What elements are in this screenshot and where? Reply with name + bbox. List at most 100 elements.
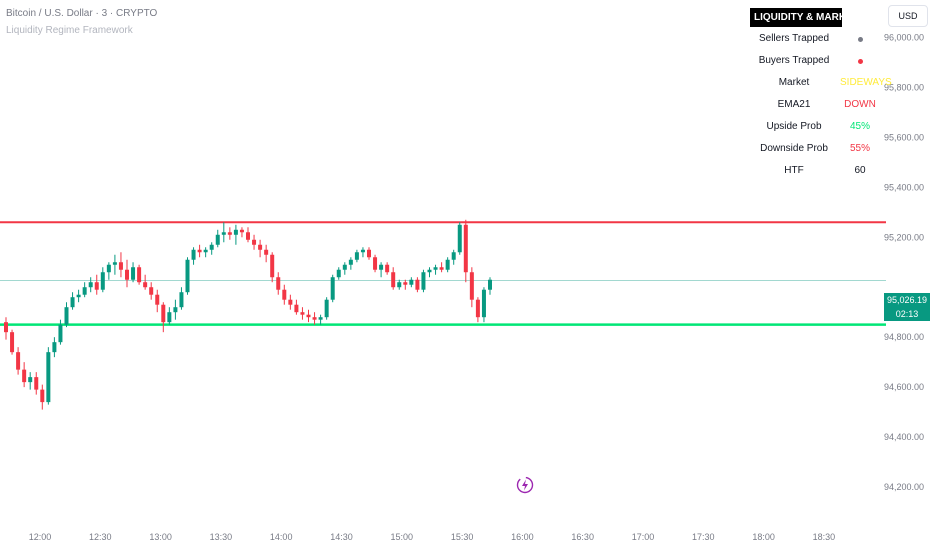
candle-body (330, 277, 335, 300)
candle-body (131, 267, 136, 280)
x-tick-label: 13:00 (149, 532, 172, 542)
candle-body (348, 259, 353, 265)
candle-body (125, 269, 129, 280)
candle-body (403, 282, 408, 285)
buyers-trapped-dot-icon (858, 59, 863, 64)
x-tick-label: 13:30 (210, 532, 233, 542)
lightning-logo-icon[interactable] (516, 476, 534, 494)
candle-body (433, 267, 438, 270)
candle-body (173, 307, 178, 313)
candle-body (94, 282, 99, 290)
table-row: Market SIDEWAYS (748, 71, 892, 93)
table-row: Downside Prob 55% (748, 137, 880, 159)
x-tick-label: 15:00 (391, 532, 414, 542)
candle-body (82, 287, 87, 295)
downside-prob-value: 55% (849, 143, 870, 154)
last-price-tag: 95,026.19 02:13 (884, 293, 930, 321)
upside-prob-label: Upside Prob (766, 121, 822, 132)
candle-body (439, 267, 444, 270)
candle-body (300, 312, 305, 315)
x-tick-label: 16:00 (511, 532, 534, 542)
candle-body (475, 299, 480, 318)
candle-body (481, 289, 486, 318)
candle-body (143, 282, 148, 288)
x-tick-label: 18:30 (813, 532, 836, 542)
candle-body (118, 262, 123, 270)
candle-body (276, 277, 281, 290)
candle-body (16, 352, 21, 370)
candle-body (167, 312, 172, 323)
candle-body (22, 369, 27, 383)
x-tick-label: 15:30 (451, 532, 474, 542)
y-tick-label: 94,600.00 (884, 382, 924, 392)
indicator-name[interactable]: Liquidity Regime Framework (6, 25, 133, 36)
candle-body (106, 264, 111, 273)
candle-body (221, 232, 226, 235)
last-price-value: 95,026.19 (886, 295, 928, 305)
x-tick-label: 16:30 (571, 532, 594, 542)
candle-body (451, 252, 456, 260)
bar-countdown: 02:13 (895, 309, 919, 319)
candle-body (421, 272, 426, 290)
y-tick-label: 95,600.00 (884, 132, 924, 142)
candle-body (161, 304, 166, 323)
level-lines (0, 221, 886, 326)
x-tick-label: 12:00 (29, 532, 52, 542)
candle-body (179, 292, 184, 308)
market-label: Market (778, 77, 810, 88)
candle-body (155, 294, 160, 305)
buyers-trapped-label: Buyers Trapped (758, 55, 830, 66)
candle-body (415, 279, 420, 290)
candle-body (100, 272, 105, 290)
candle-body (385, 264, 390, 273)
candle-body (34, 377, 39, 390)
time-axis[interactable]: 12:00 12:30 13:00 13:30 14:00 14:30 15:00 15:30… (29, 532, 835, 542)
candle-body (391, 272, 396, 288)
candle-body (197, 249, 202, 253)
x-tick-label: 12:30 (89, 532, 112, 542)
candle-body (209, 244, 214, 250)
candle-body (149, 287, 154, 295)
y-tick-label: 95,400.00 (884, 182, 924, 192)
htf-label: HTF (784, 165, 804, 176)
candle-body (312, 317, 317, 320)
liquidity-market-table: LIQUIDITY & MARKET Sellers Trapped Buyer… (748, 8, 892, 181)
candle-body (336, 269, 341, 278)
candle-body (252, 239, 257, 245)
symbol-title[interactable]: Bitcoin / U.S. Dollar · 3 · CRYPTO (6, 8, 158, 19)
candle-body (264, 249, 269, 255)
candle-body (191, 249, 196, 260)
candle-body (306, 314, 311, 318)
table-row: EMA21 DOWN (748, 93, 880, 115)
htf-value: 60 (854, 165, 866, 176)
downside-prob-label: Downside Prob (760, 143, 828, 154)
x-tick-label: 14:00 (270, 532, 293, 542)
candle-body (76, 294, 81, 298)
table-row: Upside Prob 45% (748, 115, 880, 137)
candle-body (52, 342, 57, 353)
market-value: SIDEWAYS (840, 77, 892, 88)
candle-body (294, 304, 299, 313)
table-row: Sellers Trapped (748, 27, 880, 49)
candle-body (246, 232, 250, 240)
currency-button[interactable]: USD (888, 5, 928, 27)
x-tick-label: 17:00 (632, 532, 655, 542)
y-tick-label: 96,000.00 (884, 32, 924, 42)
x-tick-label: 14:30 (330, 532, 353, 542)
candle-body (318, 317, 323, 320)
candle-body (360, 249, 365, 253)
candle-body (409, 279, 414, 285)
candle-body (64, 307, 69, 325)
candle-body (185, 259, 190, 293)
table-title: LIQUIDITY & MARKET (750, 8, 859, 27)
price-axis[interactable]: 96,000.00 95,800.00 95,600.00 95,400.00 95,2… (884, 32, 924, 492)
x-tick-label: 18:00 (752, 532, 775, 542)
candle-body (233, 229, 238, 235)
candle-body (10, 332, 15, 353)
y-tick-label: 94,800.00 (884, 332, 924, 342)
candle-body (270, 254, 275, 278)
ema21-value: DOWN (844, 99, 876, 110)
candle-body (40, 389, 45, 403)
upside-prob-value: 45% (849, 121, 870, 132)
